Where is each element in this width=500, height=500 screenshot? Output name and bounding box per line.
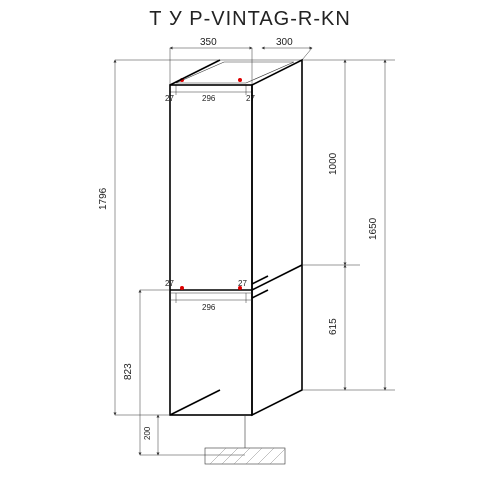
svg-text:27: 27 — [246, 94, 255, 103]
svg-text:350: 350 — [200, 37, 217, 48]
svg-text:300: 300 — [276, 37, 293, 48]
svg-text:823: 823 — [123, 363, 134, 380]
dim-mid-split: 27 27 296 — [165, 279, 252, 312]
svg-text:27: 27 — [165, 279, 174, 288]
svg-text:1796: 1796 — [98, 187, 109, 210]
drawing-canvas: 350 300 27 296 27 — [0, 0, 500, 500]
dim-200: 200 — [143, 415, 158, 455]
dim-top-split: 27 296 27 — [165, 85, 255, 103]
svg-text:200: 200 — [143, 426, 152, 440]
svg-text:27: 27 — [238, 279, 247, 288]
floor-hatch — [205, 415, 285, 464]
top-plan — [170, 60, 302, 85]
drill-point-icon — [180, 286, 184, 290]
cabinet-body — [170, 60, 302, 415]
dim-top-350: 350 — [170, 37, 252, 85]
drill-point-icon — [238, 78, 242, 82]
svg-text:296: 296 — [202, 94, 216, 103]
svg-text:1650: 1650 — [368, 217, 379, 240]
dim-615: 615 — [328, 265, 345, 390]
svg-text:1000: 1000 — [328, 152, 339, 175]
svg-text:615: 615 — [328, 318, 339, 335]
dim-top-300: 300 — [262, 37, 312, 60]
dim-823: 823 — [123, 290, 245, 455]
svg-text:296: 296 — [202, 303, 216, 312]
dim-1650: 1650 — [368, 60, 385, 390]
dim-1796: 1796 — [98, 60, 220, 415]
dim-1000: 1000 — [328, 60, 345, 265]
